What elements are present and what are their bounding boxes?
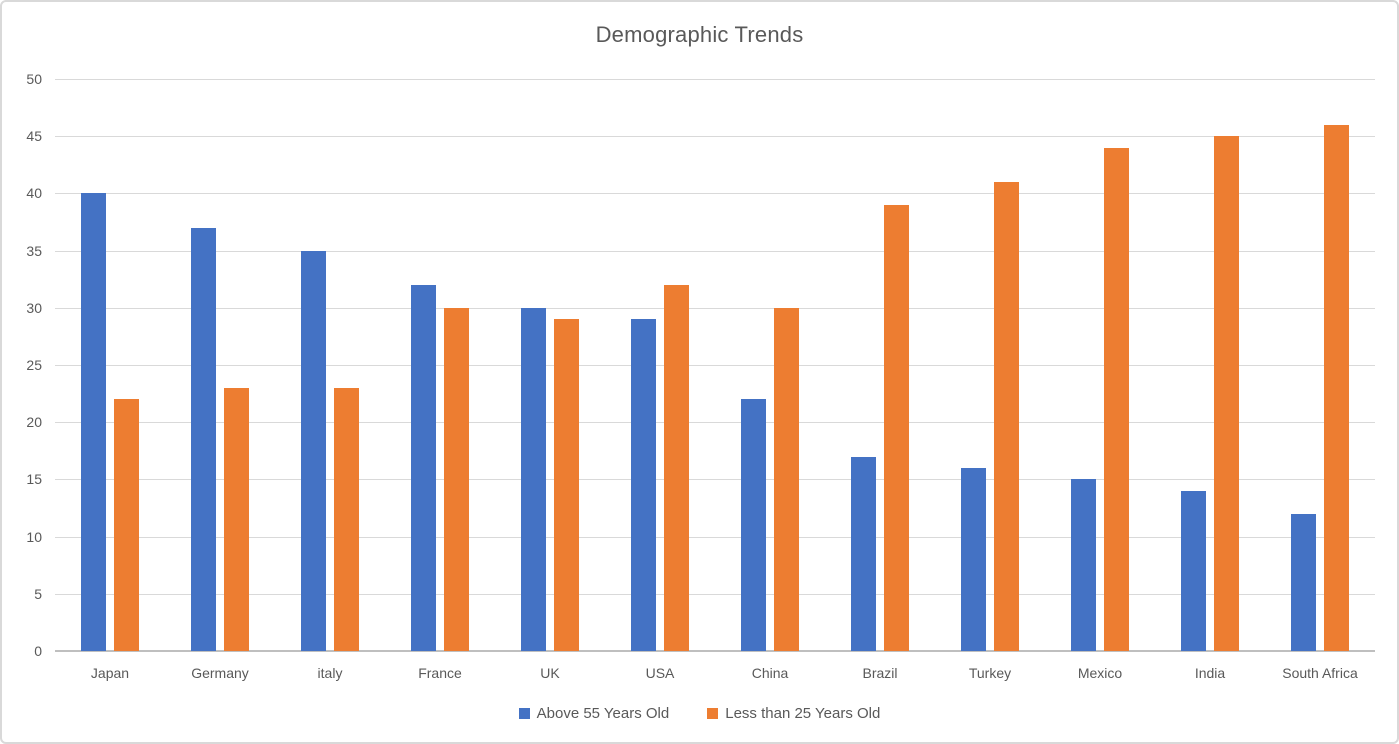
bar-less-than-25 — [1104, 147, 1129, 651]
y-tick-label: 35 — [26, 242, 42, 259]
bar-less-than-25 — [994, 181, 1019, 651]
y-tick-label: 20 — [26, 414, 42, 431]
bar-group — [825, 79, 935, 651]
bar-above-55 — [851, 456, 876, 651]
bar-group — [55, 79, 165, 651]
bar-less-than-25 — [774, 307, 799, 651]
x-axis-line — [55, 650, 1375, 652]
x-tick-label: India — [1194, 665, 1226, 681]
y-tick-label: 0 — [34, 643, 42, 659]
bar-less-than-25 — [444, 307, 469, 651]
legend-swatch-blue-icon — [518, 708, 530, 719]
bar-less-than-25 — [884, 204, 909, 651]
gridline — [55, 136, 1375, 138]
y-tick-label: 45 — [26, 128, 42, 145]
bar-less-than-25 — [224, 387, 249, 651]
legend-label: Less than 25 Years Old — [725, 705, 881, 722]
x-tick-label: Germany — [191, 665, 249, 681]
bar-group — [495, 79, 605, 651]
x-tick-label: italy — [317, 665, 343, 681]
bar-less-than-25 — [1324, 124, 1349, 651]
bar-above-55 — [521, 307, 546, 651]
bar-group — [1045, 79, 1155, 651]
bar-group — [165, 79, 275, 651]
bar-less-than-25 — [1214, 136, 1239, 651]
gridline — [55, 593, 1375, 595]
gridline — [55, 479, 1375, 481]
legend: Above 55 Years Old Less than 25 Years Ol… — [2, 705, 1397, 722]
bar-above-55 — [81, 193, 106, 651]
x-tick-label: Mexico — [1077, 665, 1123, 681]
bar-less-than-25 — [334, 387, 359, 651]
bar-group — [275, 79, 385, 651]
x-tick-label: USA — [645, 665, 675, 681]
y-tick-label: 10 — [26, 528, 42, 545]
bar-group — [605, 79, 715, 651]
gridline — [55, 422, 1375, 424]
x-tick-label: Brazil — [862, 665, 898, 681]
bar-less-than-25 — [114, 399, 139, 651]
y-tick-label: 15 — [26, 471, 42, 488]
bar-group — [935, 79, 1045, 651]
x-tick-label: Turkey — [968, 665, 1012, 681]
legend-swatch-orange-icon — [707, 708, 719, 719]
y-tick-label: 50 — [26, 71, 42, 87]
bar-group — [1265, 79, 1375, 651]
y-tick-label: 30 — [26, 299, 42, 316]
x-tick-label: South Africa — [1282, 665, 1358, 681]
gridline — [55, 307, 1375, 309]
x-tick-label: UK — [540, 665, 560, 681]
bar-above-55 — [411, 284, 436, 651]
x-tick-label: France — [418, 665, 462, 681]
bar-less-than-25 — [664, 284, 689, 651]
gridline — [55, 536, 1375, 538]
x-tick-label: Japan — [90, 665, 130, 681]
legend-label: Above 55 Years Old — [536, 705, 670, 722]
legend-item-above-55: Above 55 Years Old — [518, 705, 670, 722]
bar-less-than-25 — [554, 319, 579, 651]
bar-above-55 — [961, 467, 986, 651]
bar-above-55 — [741, 399, 766, 651]
y-tick-label: 40 — [26, 185, 42, 202]
gridline — [55, 193, 1375, 195]
bar-above-55 — [1071, 479, 1096, 651]
gridline — [55, 79, 1375, 80]
x-axis: Japan Germany italy France UK USA China Brazil T… — [55, 663, 1375, 683]
y-tick-label: 25 — [26, 357, 42, 373]
bar-group — [715, 79, 825, 651]
y-axis: 0 5 10 15 20 25 30 35 40 45 50 — [2, 72, 42, 658]
bar-above-55 — [1291, 513, 1316, 651]
bar-above-55 — [1181, 490, 1206, 651]
bar-above-55 — [301, 250, 326, 651]
bar-above-55 — [631, 319, 656, 651]
gridline — [55, 250, 1375, 252]
bar-group — [385, 79, 495, 651]
plot-area — [55, 79, 1375, 652]
bar-group — [1155, 79, 1265, 651]
y-tick-label: 5 — [34, 585, 42, 602]
chart-title: Demographic Trends — [595, 22, 804, 47]
gridline — [55, 365, 1375, 366]
bar-above-55 — [191, 227, 216, 651]
x-tick-label: China — [751, 665, 789, 681]
legend-item-less-than-25: Less than 25 Years Old — [707, 705, 880, 722]
